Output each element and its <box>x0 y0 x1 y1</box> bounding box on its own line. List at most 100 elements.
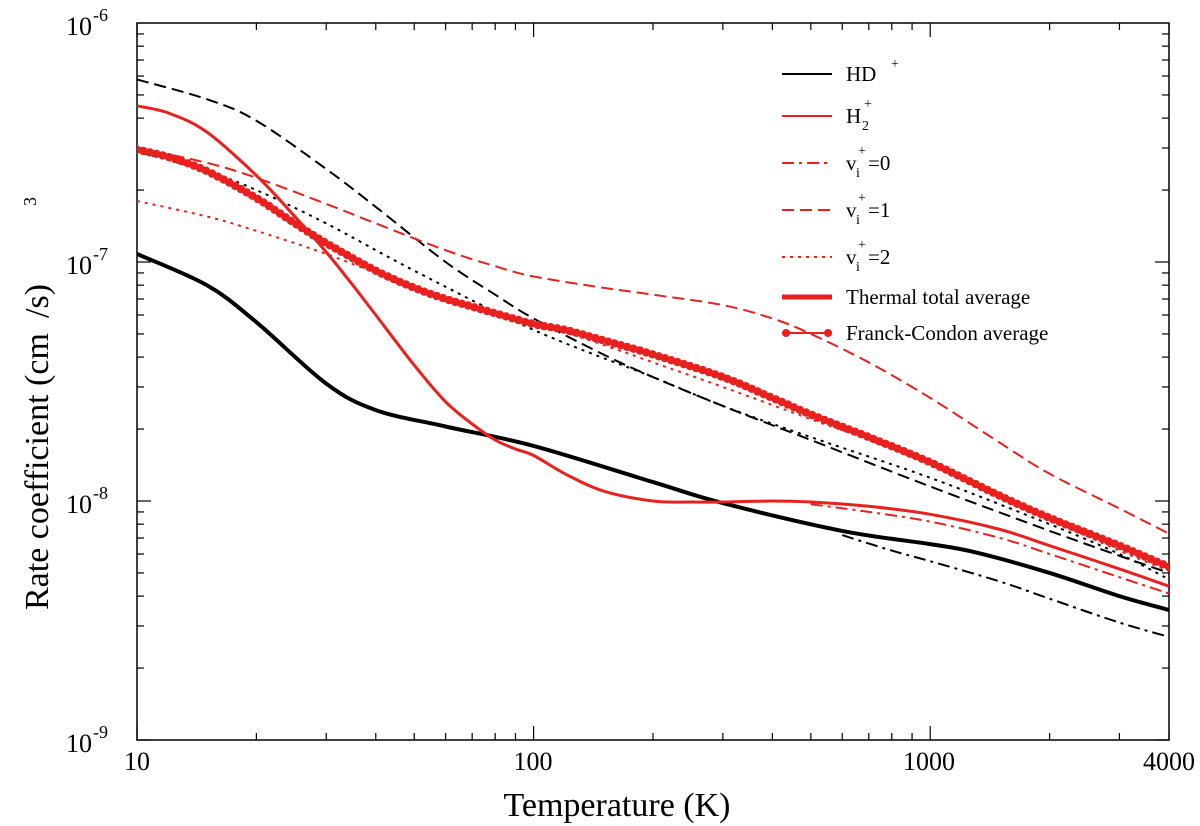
plot-frame <box>136 22 1170 741</box>
svg-text:+: + <box>858 238 866 253</box>
data-point-h2-franck-condon-average <box>616 341 625 350</box>
svg-text:-7: -7 <box>93 244 108 264</box>
y-tick-label-1e-6: 10 -6 <box>66 5 108 41</box>
svg-text:i: i <box>856 260 860 275</box>
svg-text:HD: HD <box>846 62 876 86</box>
data-point-h2-franck-condon-average <box>685 361 695 371</box>
data-point-h2-franck-condon-average <box>692 363 701 373</box>
data-point-h2-franck-condon-average <box>648 350 657 359</box>
axis-ticks <box>136 23 1170 741</box>
svg-text:i: i <box>856 166 860 181</box>
svg-text:+: + <box>858 144 866 159</box>
svg-text:Thermal total average: Thermal total average <box>846 285 1030 309</box>
data-point-h2-franck-condon-average <box>152 149 161 158</box>
x-tick-label-4000: 4000 <box>1143 747 1195 776</box>
data-point-h2-franck-condon-average <box>546 323 555 332</box>
svg-text:=2: =2 <box>868 245 890 269</box>
data-point-h2-franck-condon-average <box>610 339 619 348</box>
legend-entry-v0: v i + =0 <box>782 144 890 181</box>
legend-marker-fc <box>782 329 790 337</box>
legend-entry-fc: Franck-Condon average <box>782 321 1048 345</box>
svg-text:10: 10 <box>66 729 92 758</box>
x-tick-label-100: 100 <box>514 747 553 776</box>
series-line-hd-vi-0 <box>841 534 1169 638</box>
data-point-h2-franck-condon-average <box>139 146 148 156</box>
svg-text:+: + <box>891 57 899 72</box>
svg-text:-8: -8 <box>93 483 108 503</box>
data-point-h2-franck-condon-average <box>597 335 606 345</box>
legend-entry-hd: HD + <box>782 57 899 86</box>
data-point-h2-franck-condon-average <box>667 356 676 365</box>
data-point-h2-franck-condon-average <box>432 291 441 301</box>
data-point-h2-franck-condon-average <box>635 346 644 355</box>
legend-entry-v1: v i + =1 <box>782 191 890 228</box>
svg-text:+: + <box>864 97 872 112</box>
data-point-h2-franck-condon-average <box>457 299 466 308</box>
legend-entry-v2: v i + =2 <box>782 238 890 275</box>
data-point-h2-franck-condon-average <box>508 314 517 323</box>
data-point-h2-franck-condon-average <box>673 357 682 367</box>
data-point-h2-franck-condon-average <box>501 312 511 321</box>
svg-text:v: v <box>846 151 857 175</box>
data-point-h2-franck-condon-average <box>533 320 542 330</box>
svg-text:=0: =0 <box>868 151 890 175</box>
data-point-h2-franck-condon-average <box>578 330 587 339</box>
svg-text:10: 10 <box>66 490 92 519</box>
data-point-h2-franck-condon-average <box>629 344 638 353</box>
data-point-h2-franck-condon-average <box>158 151 167 160</box>
series-line-hd-vi-2 <box>137 150 1169 581</box>
data-point-h2-franck-condon-average <box>470 303 479 312</box>
svg-text:H: H <box>846 104 861 128</box>
svg-text:Franck-Condon average: Franck-Condon average <box>846 321 1048 345</box>
data-point-h2-franck-condon-average <box>527 319 536 328</box>
data-point-h2-franck-condon-average <box>641 348 651 357</box>
y-axis-title: Rate coefficient (cm /s) <box>19 284 56 610</box>
data-point-h2-franck-condon-average <box>622 342 632 352</box>
svg-text:i: i <box>856 213 860 228</box>
data-point-h2-franck-condon-average <box>584 332 594 341</box>
series-line-h2-vi-1 <box>137 147 1169 535</box>
data-point-h2-franck-condon-average <box>489 308 498 317</box>
svg-text:-6: -6 <box>93 5 108 25</box>
series-line-h2-vi-2 <box>137 200 1169 572</box>
svg-text:v: v <box>846 245 857 269</box>
data-point-h2-franck-condon-average <box>540 322 549 331</box>
data-point-h2-franck-condon-average <box>572 328 581 337</box>
y-tick-labels: 10 -9 10 -8 10 -7 10 -6 <box>66 5 108 758</box>
y-tick-label-1e-9: 10 -9 <box>66 722 108 758</box>
svg-text:/s): /s) <box>19 284 56 318</box>
svg-text:Rate coefficient (cm: Rate coefficient (cm <box>19 333 56 610</box>
svg-text:+: + <box>858 191 866 206</box>
svg-text:10: 10 <box>66 251 92 280</box>
data-point-h2-franck-condon-average <box>476 305 485 314</box>
data-point-h2-franck-condon-average <box>591 333 600 343</box>
x-axis-title: Temperature (K) <box>504 787 731 824</box>
data-point-h2-franck-condon-average <box>145 148 155 157</box>
data-point-h2-franck-condon-average <box>559 325 568 334</box>
data-point-h2-franck-condon-average <box>463 301 473 310</box>
x-tick-label-1000: 1000 <box>903 747 955 776</box>
data-point-h2-franck-condon-average <box>444 295 454 305</box>
data-point-h2-franck-condon-average <box>603 337 613 346</box>
series-line-h2-thermal-total-average <box>137 104 1169 588</box>
svg-text:10: 10 <box>66 12 92 41</box>
legend-marker-fc <box>824 329 832 337</box>
data-point-h2-franck-condon-average <box>565 326 575 336</box>
data-point-h2-franck-condon-average <box>164 153 174 162</box>
svg-text:=1: =1 <box>868 198 890 222</box>
x-tick-labels: 10 100 1000 4000 <box>124 747 1195 776</box>
svg-text:-9: -9 <box>93 722 108 742</box>
series-line-h2-vi-0 <box>810 503 1169 595</box>
data-point-h2-franck-condon-average <box>451 297 460 307</box>
data-point-h2-franck-condon-average <box>520 317 530 327</box>
svg-text:v: v <box>846 198 857 222</box>
legend-entry-thermal: Thermal total average <box>782 285 1030 309</box>
legend: HD + H 2 + v i + =0 v i + =1 v i + = <box>782 57 1048 345</box>
data-point-h2-franck-condon-average <box>495 310 504 319</box>
data-point-h2-franck-condon-average <box>1164 562 1169 572</box>
y-axis-title-superscript: 3 <box>20 197 40 206</box>
series-line-hd-vi-1 <box>137 78 1169 574</box>
x-tick-label-10: 10 <box>124 747 150 776</box>
y-tick-label-1e-7: 10 -7 <box>66 244 108 280</box>
